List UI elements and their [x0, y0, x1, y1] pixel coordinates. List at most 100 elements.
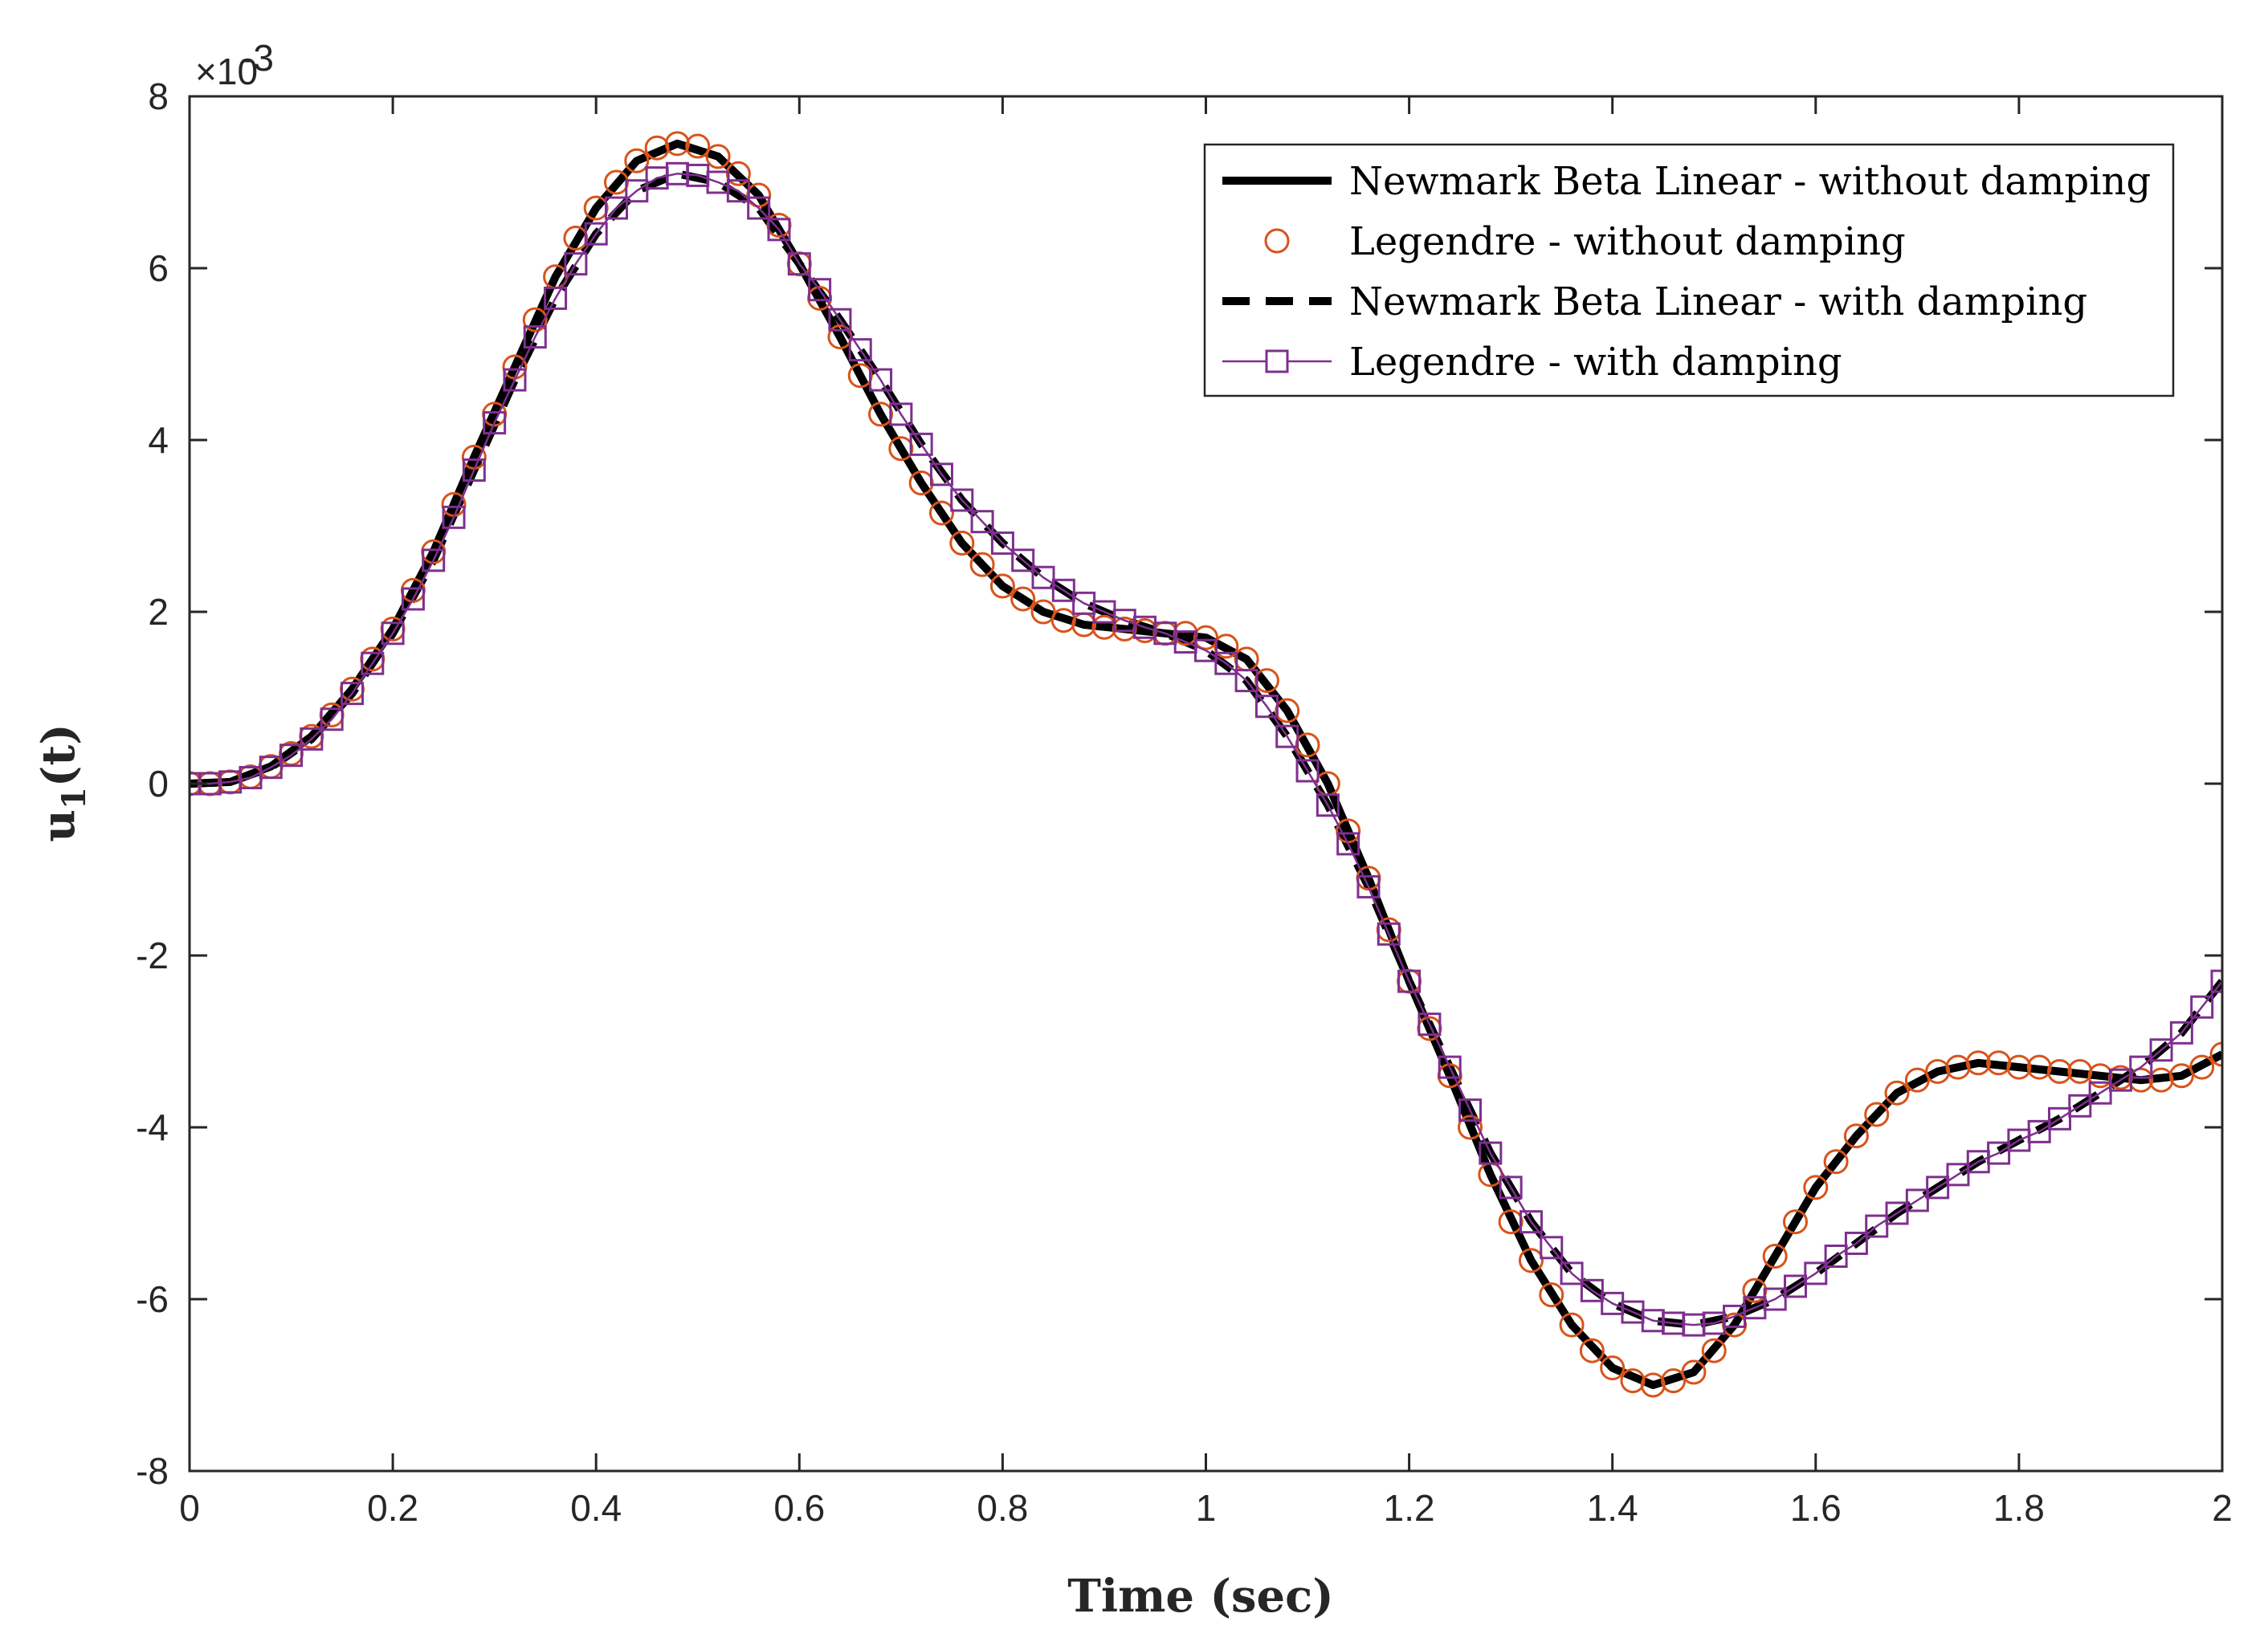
x-tick-label: 0.2	[367, 1487, 418, 1529]
marker-legendre-with-damping	[1499, 1176, 1523, 1200]
marker-legendre-with-damping	[1783, 1274, 1807, 1298]
marker-legendre-without-damping	[1539, 1282, 1564, 1308]
legend-label: Newmark Beta Linear - with damping	[1349, 279, 2087, 324]
marker-legendre-without-damping	[746, 182, 772, 208]
x-tick-label: 1	[1196, 1487, 1217, 1529]
marker-legendre-without-damping	[705, 144, 731, 169]
y-multiplier: ×10 -3	[195, 37, 274, 92]
x-axis-title: Time (sec)	[1067, 1570, 1334, 1623]
legend-marker-legendre-without-damping	[1264, 228, 1290, 254]
marker-legendre-without-damping	[624, 148, 650, 173]
marker-legendre-with-damping	[1438, 1055, 1462, 1079]
marker-legendre-with-damping	[2149, 1038, 2173, 1062]
marker-legendre-without-damping	[2148, 1067, 2174, 1093]
x-tick-label: 0.8	[977, 1487, 1028, 1529]
marker-legendre-with-damping	[1234, 669, 1258, 693]
marker-legendre-with-damping	[2129, 1055, 2153, 1079]
marker-legendre-without-damping	[949, 530, 975, 556]
marker-legendre-without-damping	[1579, 1338, 1605, 1363]
marker-legendre-with-damping	[442, 505, 466, 529]
x-tick-label: 1.8	[1993, 1487, 2045, 1529]
marker-legendre-with-damping	[1844, 1231, 1868, 1255]
marker-legendre-without-damping	[1661, 1368, 1687, 1394]
series-line-legendre-with-damping	[190, 173, 2222, 1326]
y-tick-label: 0	[148, 763, 169, 805]
y-axis-title: u1(t)	[32, 723, 93, 841]
y-multiplier-exponent: -3	[241, 37, 274, 79]
marker-legendre-with-damping	[2108, 1068, 2132, 1092]
marker-legendre-without-damping	[2006, 1054, 2032, 1080]
marker-legendre-without-damping	[888, 436, 914, 462]
marker-legendre-without-damping	[522, 307, 548, 332]
x-tick-label: 2	[2212, 1487, 2233, 1529]
marker-legendre-with-damping	[1377, 922, 1401, 946]
marker-legendre-without-damping	[1681, 1359, 1707, 1385]
marker-legendre-without-damping	[1945, 1054, 1971, 1080]
marker-legendre-without-damping	[604, 169, 630, 195]
legend: Newmark Beta Linear - without damping Leg…	[1203, 143, 2175, 397]
marker-legendre-without-damping	[1600, 1355, 1626, 1381]
x-tick-label: 1.2	[1384, 1487, 1435, 1529]
marker-legendre-with-damping	[340, 682, 364, 706]
marker-legendre-without-damping	[989, 573, 1015, 599]
marker-legendre-with-damping	[1458, 1098, 1483, 1123]
y-tick-label: 2	[148, 591, 169, 633]
marker-legendre-without-damping	[1010, 586, 1036, 612]
y-tick-label: -8	[136, 1450, 169, 1492]
marker-legendre-with-damping	[361, 651, 385, 675]
marker-legendre-with-damping	[2068, 1094, 2092, 1118]
marker-legendre-without-damping	[1254, 668, 1279, 694]
marker-legendre-with-damping	[1275, 724, 1299, 748]
marker-legendre-with-damping	[2048, 1106, 2072, 1131]
legend-entry-legendre-without-damping: Legendre - without damping	[1264, 219, 1906, 264]
marker-legendre-with-damping	[2088, 1081, 2112, 1105]
marker-legendre-without-damping	[563, 226, 589, 251]
marker-legendre-with-damping	[1580, 1278, 1604, 1302]
marker-legendre-with-damping	[1824, 1245, 1848, 1268]
marker-legendre-without-damping	[1295, 732, 1320, 758]
marker-legendre-without-damping	[1762, 1244, 1788, 1269]
marker-legendre-with-damping	[1804, 1261, 1828, 1286]
marker-legendre-with-damping	[625, 179, 649, 203]
marker-legendre-without-damping	[1864, 1102, 1890, 1127]
marker-legendre-with-damping	[564, 252, 588, 276]
marker-legendre-without-damping	[2209, 1041, 2222, 1067]
marker-legendre-with-damping	[1418, 1013, 1442, 1037]
ticks-layer: 0 0.2 0.4 0.6 0.8 1 1.2 1.4 1.6 1.8 2 -8 -6 -4 -2 0 2 4 6 8	[136, 75, 2233, 1529]
marker-legendre-with-damping	[1397, 969, 1422, 993]
marker-legendre-without-damping	[1498, 1209, 1524, 1235]
marker-legendre-with-damping	[544, 286, 568, 310]
marker-legendre-with-damping	[605, 196, 629, 220]
marker-legendre-without-damping	[928, 500, 954, 526]
marker-legendre-without-damping	[2087, 1063, 2113, 1089]
x-tick-label: 0.6	[773, 1487, 825, 1529]
marker-legendre-with-damping	[1051, 578, 1075, 602]
marker-legendre-with-damping	[1540, 1236, 1564, 1260]
marker-legendre-with-damping	[970, 510, 994, 534]
marker-legendre-with-damping	[320, 707, 344, 731]
marker-legendre-with-damping	[401, 587, 425, 611]
marker-legendre-with-damping	[381, 621, 405, 646]
marker-legendre-with-damping	[909, 432, 933, 456]
marker-legendre-with-damping	[808, 278, 832, 302]
legend-label: Legendre - without damping	[1349, 219, 1906, 264]
marker-legendre-without-damping	[2189, 1054, 2215, 1080]
marker-legendre-without-damping	[1904, 1067, 1930, 1093]
marker-legendre-without-damping	[1742, 1277, 1768, 1303]
y-axis-title-main: u	[32, 809, 85, 842]
marker-legendre-without-damping	[1925, 1058, 1951, 1084]
y-tick-label: -6	[136, 1278, 169, 1320]
marker-legendre-without-damping	[2168, 1063, 2194, 1089]
marker-legendre-without-damping	[2128, 1067, 2154, 1093]
y-tick-label: 8	[148, 75, 169, 117]
marker-legendre-with-damping	[1194, 638, 1218, 662]
marker-legendre-without-damping	[1640, 1372, 1666, 1398]
x-tick-label: 1.4	[1587, 1487, 1638, 1529]
legend-label: Newmark Beta Linear - without damping	[1349, 159, 2151, 204]
marker-legendre-without-damping	[725, 161, 751, 186]
legend-entry-newmark-beta-linear-with-damping: Newmark Beta Linear - with damping	[1222, 279, 2087, 324]
marker-legendre-without-damping	[1458, 1114, 1483, 1140]
svg-text:u1(t): u1(t)	[32, 723, 93, 841]
marker-legendre-without-damping	[2067, 1058, 2093, 1084]
marker-legendre-without-damping	[868, 401, 894, 427]
